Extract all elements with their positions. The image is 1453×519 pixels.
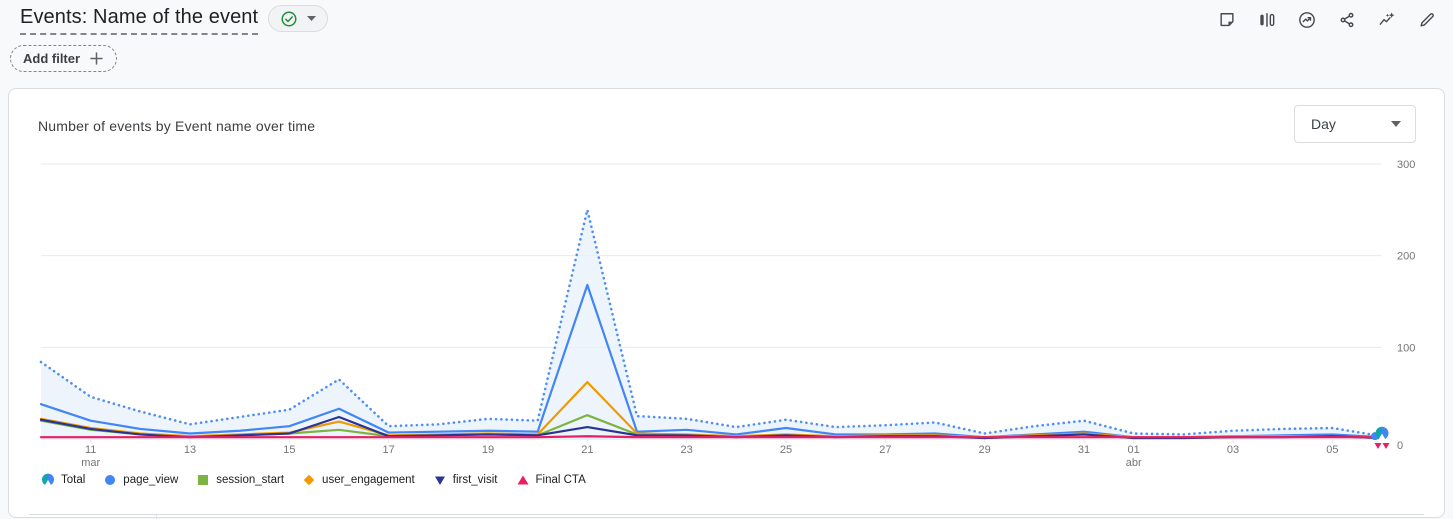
add-filter-button[interactable]: Add filter bbox=[10, 45, 118, 72]
report-toolbar bbox=[1217, 10, 1437, 30]
series-line-page_view bbox=[39, 283, 1384, 439]
legend-label: first_visit bbox=[452, 474, 498, 486]
table-column-divider bbox=[156, 514, 157, 519]
granularity-value: Day bbox=[1311, 116, 1336, 132]
series-line-total bbox=[39, 208, 1384, 438]
svg-text:100: 100 bbox=[1397, 342, 1415, 354]
svg-text:29: 29 bbox=[979, 444, 991, 456]
svg-text:13: 13 bbox=[184, 444, 196, 456]
comparison-icon bbox=[1260, 13, 1275, 27]
legend-item-page_view[interactable]: page_view bbox=[103, 473, 178, 487]
chart-legend: Total page_view session_start user_engageme… bbox=[41, 473, 586, 487]
add-filter-label: Add filter bbox=[23, 51, 81, 66]
legend-label: Total bbox=[61, 474, 86, 486]
report-title-group: Events: Name of the event bbox=[20, 5, 329, 35]
note-icon bbox=[1220, 13, 1234, 27]
legend-item-user_engagement[interactable]: user_engagement bbox=[302, 473, 415, 487]
page-title[interactable]: Events: Name of the event bbox=[20, 6, 259, 35]
svg-text:200: 200 bbox=[1397, 251, 1415, 263]
triangle-down-icon bbox=[434, 476, 445, 485]
total-marker-icon bbox=[42, 473, 54, 487]
insights-sparkle-button[interactable] bbox=[1377, 10, 1397, 30]
svg-text:25: 25 bbox=[780, 444, 792, 456]
svg-text:300: 300 bbox=[1397, 159, 1415, 171]
total-marker-icon bbox=[1375, 426, 1389, 441]
svg-text:mar: mar bbox=[81, 457, 100, 469]
report-status-pill[interactable] bbox=[268, 5, 329, 32]
legend-item-final-cta[interactable]: Final CTA bbox=[516, 473, 586, 487]
chart-title: Number of events by Event name over time bbox=[38, 118, 316, 134]
svg-text:23: 23 bbox=[681, 444, 693, 456]
table-top-divider bbox=[29, 514, 1424, 515]
diamond-icon bbox=[303, 474, 315, 486]
last-point-markers bbox=[1371, 426, 1390, 449]
share-icon bbox=[1340, 12, 1354, 28]
triangle-up-icon bbox=[517, 475, 528, 485]
legend-label: Final CTA bbox=[535, 474, 586, 486]
total-icon bbox=[42, 473, 54, 487]
granularity-dropdown[interactable]: Day bbox=[1294, 105, 1416, 143]
comparison-button[interactable] bbox=[1257, 10, 1277, 30]
y-axis-labels: 0 100 200 300 bbox=[1397, 159, 1415, 452]
total-area bbox=[41, 209, 1382, 439]
legend-label: user_engagement bbox=[322, 474, 415, 486]
chevron-down-icon bbox=[1391, 121, 1401, 127]
insights-circle-icon bbox=[1299, 12, 1315, 28]
note-button[interactable] bbox=[1217, 10, 1237, 30]
edit-button[interactable] bbox=[1417, 10, 1437, 30]
insights-sparkle-icon bbox=[1379, 12, 1395, 25]
check-circle-icon bbox=[281, 11, 297, 26]
svg-text:05: 05 bbox=[1326, 444, 1338, 456]
legend-item-session_start[interactable]: session_start bbox=[196, 473, 284, 487]
svg-text:15: 15 bbox=[283, 444, 295, 456]
plus-icon bbox=[90, 52, 103, 65]
circle-icon bbox=[105, 475, 116, 485]
series-line-final-cta bbox=[39, 435, 1384, 439]
y-gridlines bbox=[41, 163, 1382, 440]
legend-label: session_start bbox=[216, 474, 285, 486]
edit-pencil-icon bbox=[1420, 13, 1434, 27]
svg-text:27: 27 bbox=[879, 444, 891, 456]
svg-text:11: 11 bbox=[85, 444, 96, 456]
share-button[interactable] bbox=[1337, 10, 1357, 30]
legend-label: page_view bbox=[123, 474, 179, 486]
legend-item-total[interactable]: Total bbox=[41, 473, 85, 487]
svg-text:0: 0 bbox=[1397, 440, 1403, 452]
svg-text:19: 19 bbox=[482, 444, 494, 456]
square-icon bbox=[198, 475, 209, 485]
legend-item-first_visit[interactable]: first_visit bbox=[433, 473, 498, 487]
svg-text:21: 21 bbox=[581, 444, 593, 456]
svg-text:03: 03 bbox=[1227, 444, 1239, 456]
chevron-down-icon bbox=[307, 16, 317, 21]
insights-circle-button[interactable] bbox=[1297, 10, 1317, 30]
svg-text:17: 17 bbox=[383, 444, 395, 456]
svg-text:01: 01 bbox=[1128, 444, 1140, 456]
svg-text:abr: abr bbox=[1126, 457, 1142, 469]
chart-card: Number of events by Event name over time… bbox=[8, 88, 1445, 519]
svg-text:31: 31 bbox=[1078, 444, 1090, 456]
